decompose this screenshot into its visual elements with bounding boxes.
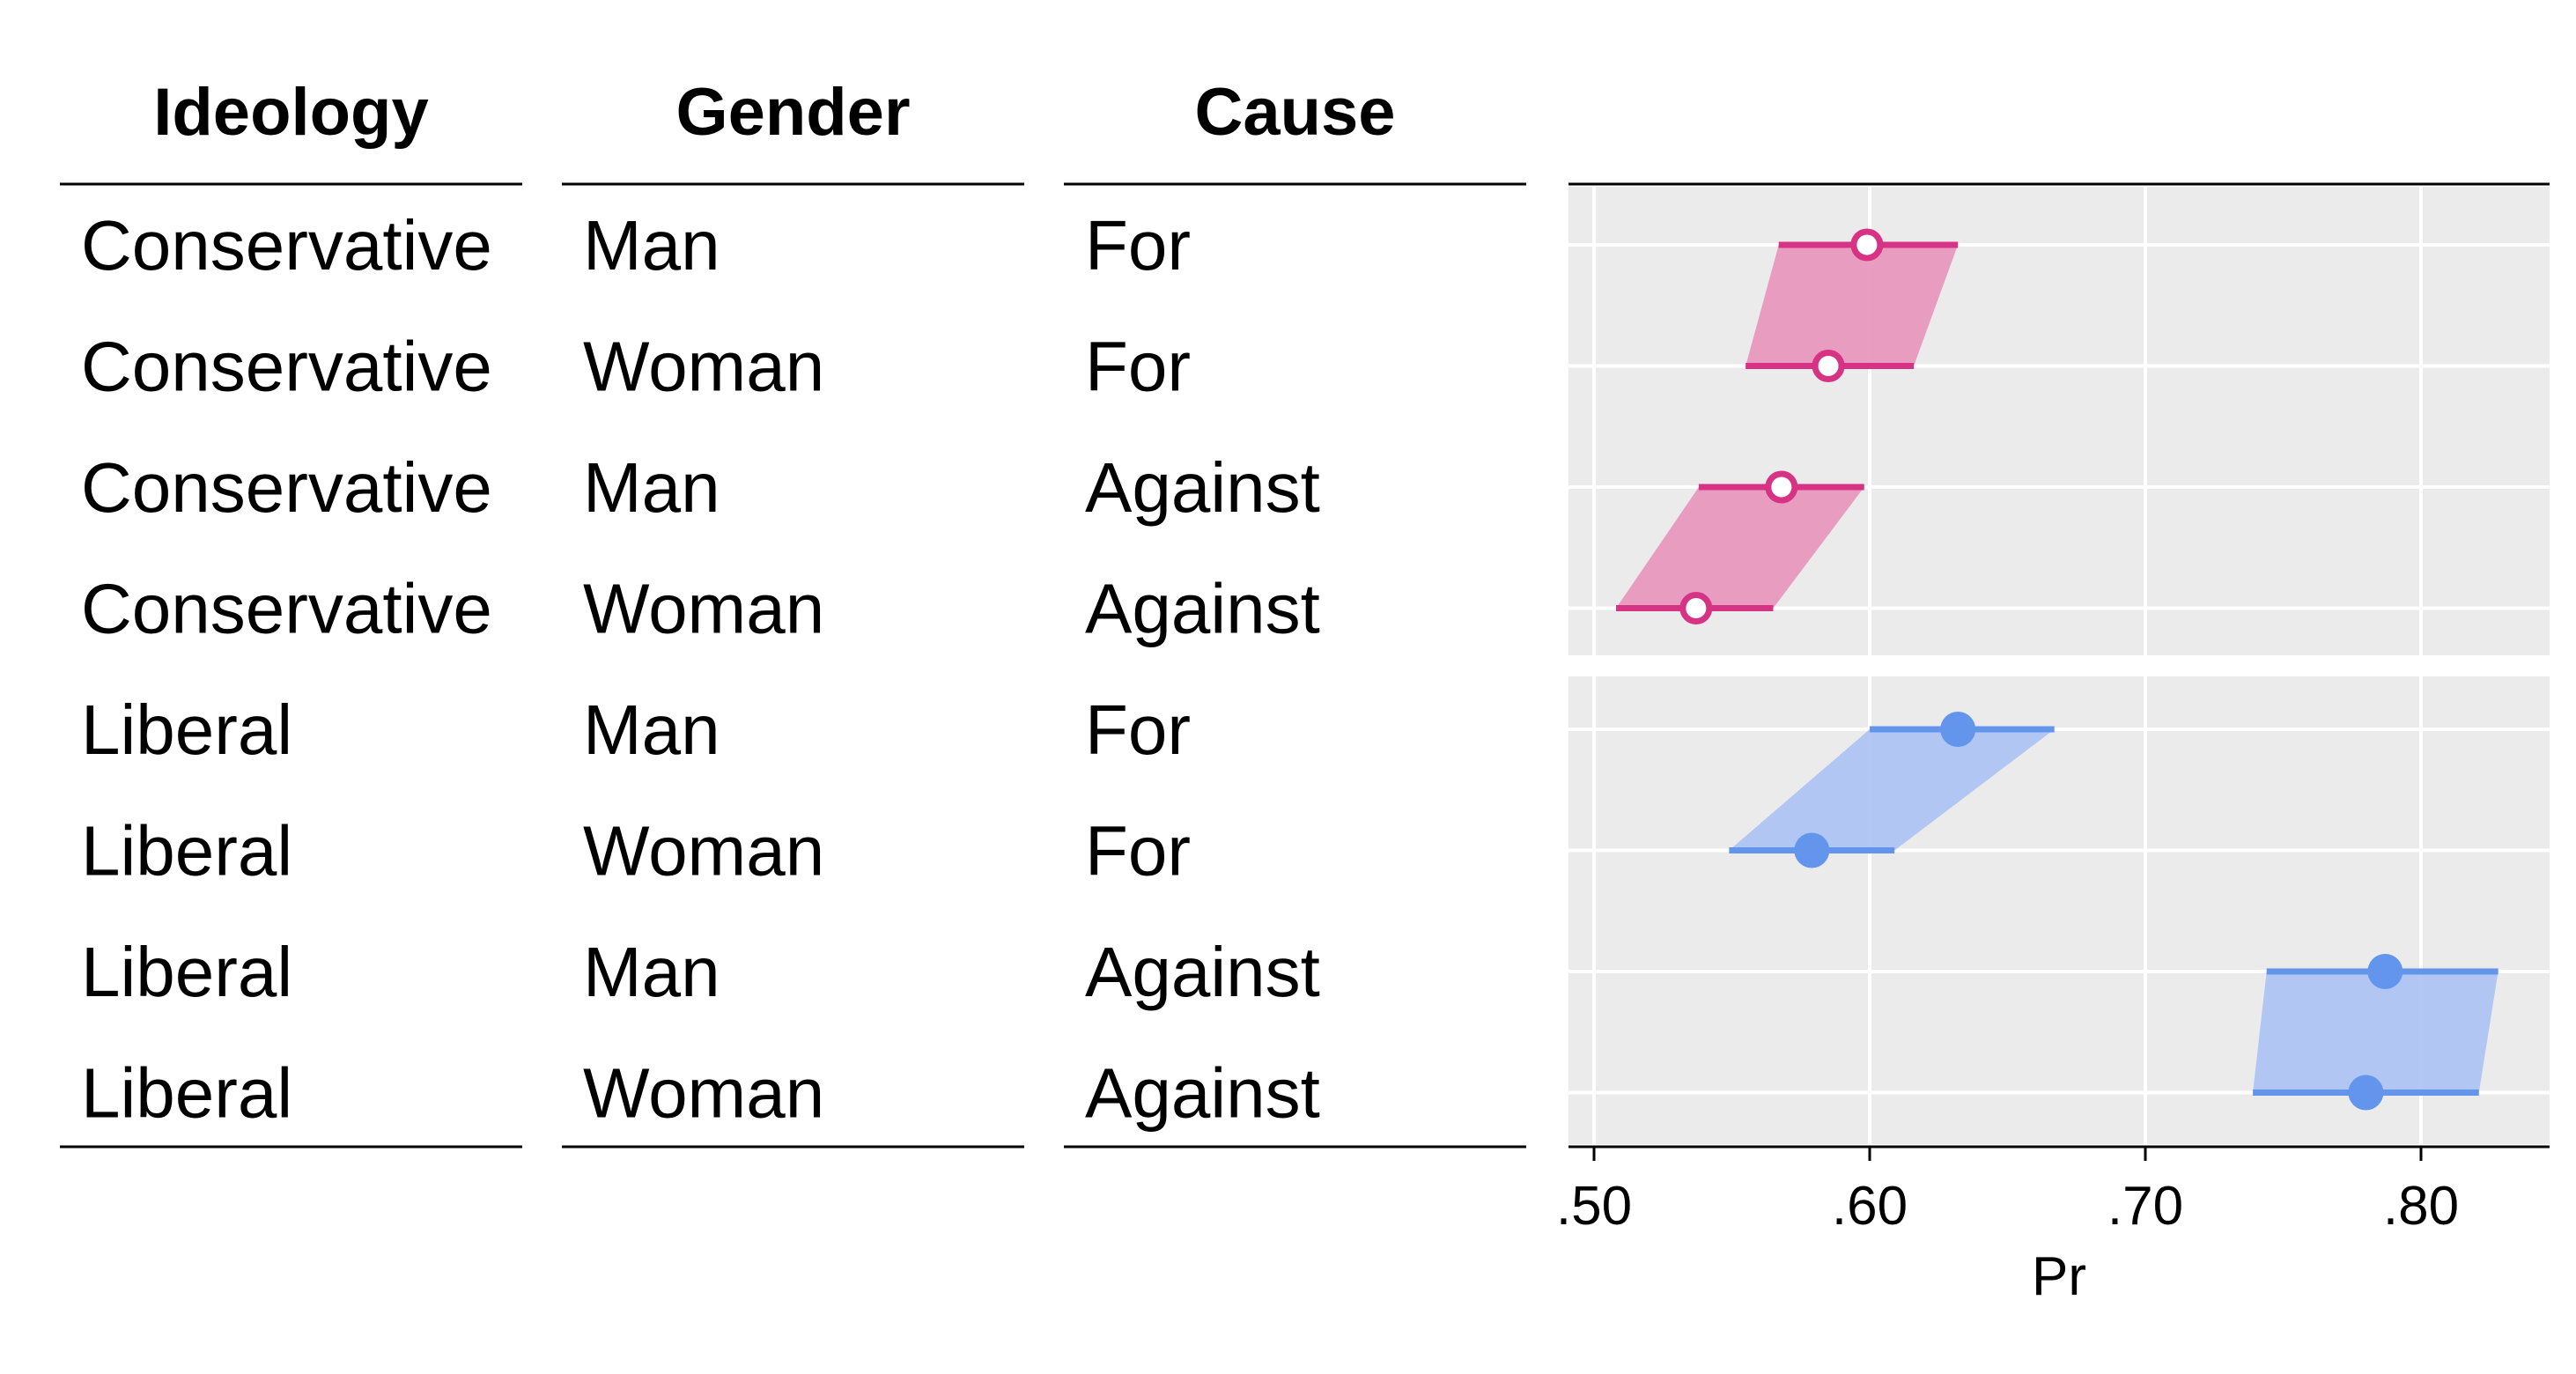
table-cell: Man <box>583 933 720 1011</box>
table-cell: Woman <box>583 570 824 648</box>
table-cell: Liberal <box>81 933 292 1011</box>
table-cell: Woman <box>583 812 824 890</box>
table-cell: Conservative <box>81 206 492 284</box>
table-cell: For <box>1085 328 1191 406</box>
confidence-ribbon <box>1729 729 2055 851</box>
table-cell: Conservative <box>81 448 492 527</box>
table-cell: Man <box>583 691 720 769</box>
point-estimate <box>1812 350 1845 382</box>
point-estimate <box>2348 1075 2384 1111</box>
column-header-ideology: Ideology <box>153 75 428 150</box>
point-estimate <box>1850 228 1884 262</box>
table-cell: For <box>1085 206 1191 284</box>
table-cell: Woman <box>583 1054 824 1133</box>
table-cell: Woman <box>583 328 824 406</box>
table-cell: Liberal <box>81 812 292 890</box>
point-estimate <box>1679 592 1713 624</box>
confidence-ribbon <box>1746 245 1959 366</box>
column-header-gender: Gender <box>675 75 910 150</box>
table-cell: For <box>1085 691 1191 769</box>
column-header-cause: Cause <box>1194 75 1395 150</box>
table-cell: Against <box>1085 570 1320 648</box>
table-cell: Against <box>1085 1054 1320 1133</box>
table-cell: Man <box>583 448 720 527</box>
table-cell: Liberal <box>81 1054 292 1133</box>
table-cell: Man <box>583 206 720 284</box>
x-tick-label: .50 <box>1556 1176 1632 1237</box>
point-estimate <box>2367 954 2403 989</box>
table-cell: Against <box>1085 448 1320 527</box>
point-estimate <box>1765 470 1798 504</box>
x-tick-label: .80 <box>2383 1176 2459 1237</box>
table-cell: Against <box>1085 933 1320 1011</box>
table-cell: Liberal <box>81 691 292 769</box>
x-tick-label: .70 <box>2107 1176 2183 1237</box>
x-axis-label: Pr <box>2032 1246 2086 1307</box>
point-estimate <box>1940 712 1976 747</box>
x-tick-label: .60 <box>1832 1176 1908 1237</box>
confidence-ribbon <box>2253 971 2498 1093</box>
table-cell: Conservative <box>81 570 492 648</box>
table-cell: Conservative <box>81 328 492 406</box>
point-estimate <box>1794 832 1830 868</box>
table-cell: For <box>1085 812 1191 890</box>
confidence-ribbon <box>1616 487 1864 609</box>
